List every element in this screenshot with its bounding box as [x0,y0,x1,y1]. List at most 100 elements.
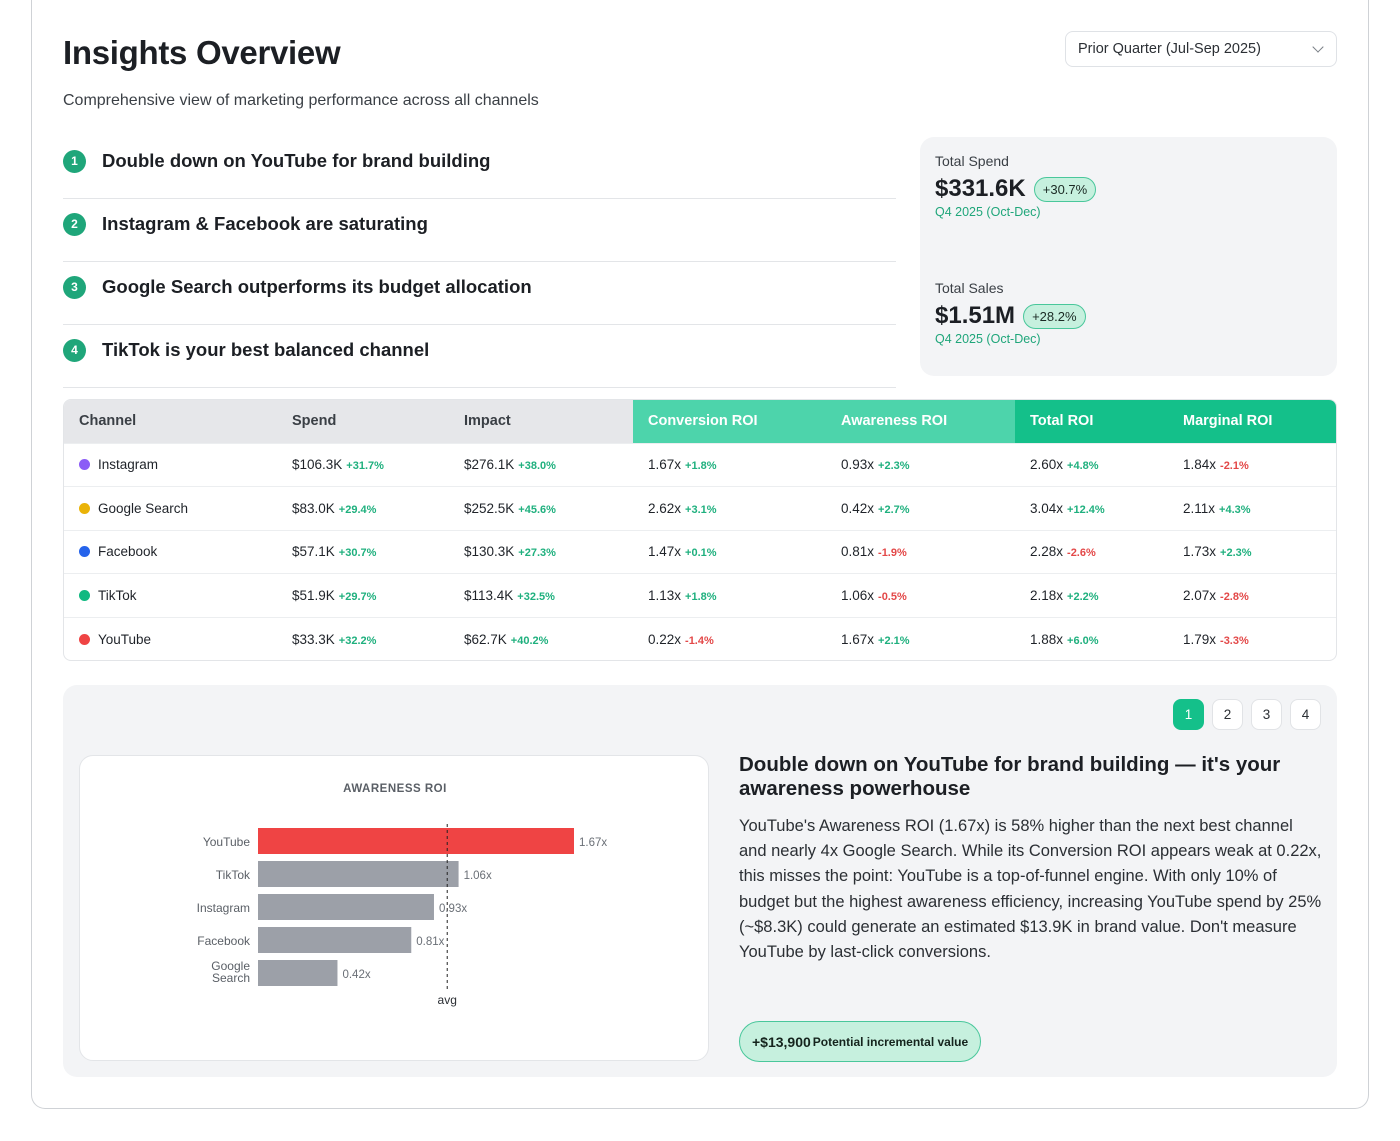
cell-change: +1.8% [685,460,717,473]
cell-change: +2.3% [1220,547,1252,560]
cell-awareness-roi: 0.93x +2.3% [826,442,1015,487]
column-header-awareness-roi[interactable]: Awareness ROI [826,400,1015,443]
cell-marginal-roi: 1.84x -2.1% [1168,442,1336,487]
column-header-conversion-roi[interactable]: Conversion ROI [633,400,826,443]
insight-item-3[interactable]: 3 Google Search outperforms its budget a… [63,262,896,325]
cell-change: +32.5% [517,591,555,604]
insights-list: 1 Double down on YouTube for brand build… [63,136,896,388]
cell-value: 2.11x [1183,500,1216,516]
column-header-spend[interactable]: Spend [277,400,449,443]
insight-text: Double down on YouTube for brand buildin… [102,150,491,171]
table-row[interactable]: Instagram $106.3K +31.7% $276.1K +38.0% 1.67x… [64,442,1336,487]
table-row[interactable]: Google Search $83.0K +29.4% $252.5K +45.6% 2.… [64,486,1336,531]
cell-impact: $276.1K +38.0% [449,442,633,487]
bar-tiktok [258,861,459,887]
cell-value: 2.07x [1183,588,1217,604]
cell-marginal-roi: 2.07x -2.8% [1168,573,1336,618]
channel-name: Google Search [98,500,189,516]
cell-change: +4.3% [1219,503,1251,516]
category-label: Instagram [197,901,250,915]
cell-value: 1.67x [648,457,682,473]
cell-change: -2.8% [1220,591,1249,604]
cell-change: +2.3% [878,460,910,473]
bar-google-search [258,960,338,986]
pager-button-3[interactable]: 3 [1251,699,1282,730]
column-header-marginal-roi[interactable]: Marginal ROI [1168,400,1336,443]
cell-change: +32.2% [338,634,377,647]
insight-detail-title: Double down on YouTube for brand buildin… [739,753,1281,800]
cell-awareness-roi: 1.67x +2.1% [826,616,1015,660]
page-title: Insights Overview [63,34,341,71]
insight-item-1[interactable]: 1 Double down on YouTube for brand build… [63,136,896,199]
pager-button-1[interactable]: 1 [1173,699,1204,730]
cell-value: 2.28x [1030,544,1064,560]
cell-marginal-roi: 1.73x +2.3% [1168,529,1336,574]
cell-change: +2.2% [1067,591,1099,604]
column-header-channel[interactable]: Channel [64,400,277,443]
cell-value: $113.4K [464,588,514,604]
cell-channel: TikTok [64,573,277,618]
kpi-value: $331.6K [935,175,1026,202]
cell-channel: Facebook [64,529,277,574]
period-select[interactable]: Prior Quarter (Jul-Sep 2025) [1065,31,1337,67]
column-header-impact[interactable]: Impact [449,400,633,443]
kpi-panel: Total Spend $331.6K +30.7% Q4 2025 (Oct-… [920,137,1337,376]
cell-change: -2.1% [1220,460,1249,473]
cell-marginal-roi: 2.11x +4.3% [1168,486,1336,531]
cell-conversion-roi: 1.47x +0.1% [633,529,826,574]
pager-button-4[interactable]: 4 [1290,699,1321,730]
cell-change: +4.8% [1067,460,1099,473]
category-label: TikTok [216,868,251,882]
cell-conversion-roi: 0.22x -1.4% [633,616,826,660]
cell-value: 0.22x [648,631,682,647]
cell-change: +30.7% [338,547,377,560]
kpi-delta-badge: +30.7% [1033,176,1097,202]
insight-text: TikTok is your best balanced channel [102,339,430,360]
cell-value: 1.79x [1183,631,1217,647]
channel-name: Instagram [98,457,159,473]
cell-spend: $106.3K +31.7% [277,442,449,487]
bar-youtube [258,828,574,854]
channel-name: TikTok [98,588,137,604]
value-label: 0.93x [439,903,467,915]
cell-impact: $130.3K +27.3% [449,529,633,574]
cell-value: $106.3K [292,457,343,473]
cell-value: 2.60x [1030,457,1064,473]
cell-change: +31.7% [346,460,384,473]
cell-total-roi: 2.28x -2.6% [1015,529,1168,574]
cell-conversion-roi: 2.62x +3.1% [633,486,826,531]
cell-value: $33.3K [292,631,335,647]
table-row[interactable]: Facebook $57.1K +30.7% $130.3K +27.3% 1.47x +0… [64,529,1336,574]
table-row[interactable]: TikTok $51.9K +29.7% $113.4K +32.5% 1.13x +1.8… [64,573,1336,618]
cell-conversion-roi: 1.67x +1.8% [633,442,826,487]
cell-change: +2.7% [878,503,910,516]
cell-awareness-roi: 0.81x -1.9% [826,529,1015,574]
cell-change: +40.2% [510,634,549,647]
cell-value: 2.18x [1030,588,1064,604]
cell-change: +27.3% [518,547,556,560]
cell-value: 3.04x [1030,500,1064,516]
table-row[interactable]: YouTube $33.3K +32.2% $62.7K +40.2% 0.22x -1.4… [64,616,1336,660]
cell-total-roi: 2.60x +4.8% [1015,442,1168,487]
period-select-value: Prior Quarter (Jul-Sep 2025) [1078,41,1261,57]
pager-button-2[interactable]: 2 [1212,699,1243,730]
cell-value: 1.84x [1183,457,1217,473]
insight-text: Google Search outperforms its budget all… [102,276,532,297]
cell-value: 1.13x [648,588,682,604]
kpi-total-sales: Total Sales $1.51M +28.2% Q4 2025 (Oct-D… [935,280,1086,346]
cell-value: 1.47x [648,544,682,560]
cell-change: -2.6% [1067,547,1096,560]
cell-spend: $83.0K +29.4% [277,486,449,531]
cell-awareness-roi: 0.42x +2.7% [826,486,1015,531]
cell-value: $252.5K [464,500,515,516]
cell-change: +12.4% [1067,503,1105,516]
cell-spend: $57.1K +30.7% [277,529,449,574]
kpi-label: Total Sales [935,280,1004,296]
cell-change: +6.0% [1067,634,1099,647]
cell-change: +29.4% [338,503,377,516]
value-label: 1.67x [579,837,607,849]
column-header-total-roi[interactable]: Total ROI [1015,400,1168,443]
cell-change: +38.0% [518,460,556,473]
insight-item-2[interactable]: 2 Instagram & Facebook are saturating [63,199,896,262]
insight-item-4[interactable]: 4 TikTok is your best balanced channel [63,325,896,388]
